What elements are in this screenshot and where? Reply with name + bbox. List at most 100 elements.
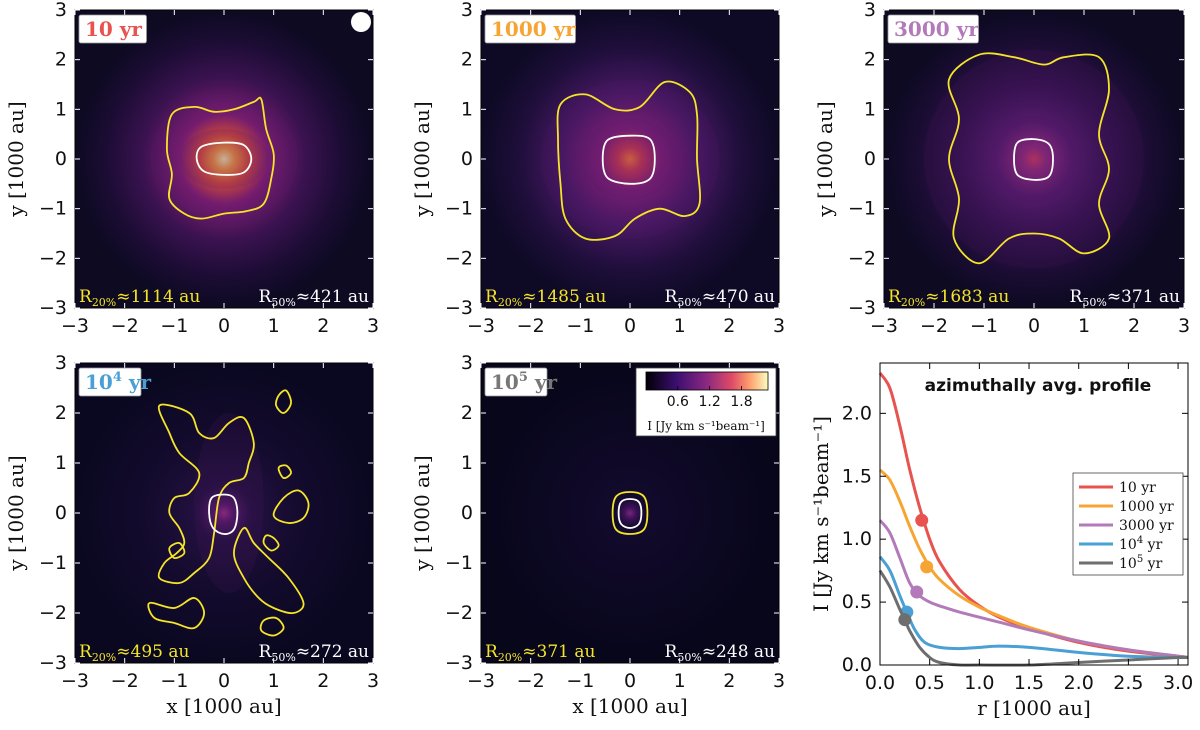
x-tick-label: 0	[218, 315, 230, 337]
x-tick-label: 1.0	[964, 672, 994, 694]
y-tick-label: −2	[445, 602, 473, 624]
panel-title-box	[78, 367, 142, 397]
y-tick-label: 3	[864, 0, 876, 21]
x-tick-label: 1.5	[1014, 672, 1044, 694]
series-marker-1	[915, 513, 929, 527]
y-tick-label: −2	[848, 247, 876, 269]
legend-entry: 3000 yr	[1119, 518, 1174, 534]
r20-label: R20%≈1683 au	[888, 287, 1009, 309]
x-tick-label: 0	[1028, 315, 1040, 337]
r50-label: R50%≈421 au	[259, 287, 369, 309]
y-tick-label: 0.0	[842, 654, 872, 676]
panel-title-box	[484, 367, 548, 397]
x-tick-label: 0.5	[915, 672, 945, 694]
map-panel-1: −3−3 −2 −2 −1 −1 0 0 1 1 2 2 3 3 y [1000 au] 10 yr R20%…	[4, 0, 379, 337]
x-tick-label: 1	[674, 670, 686, 692]
x-tick-label: −3	[467, 670, 495, 692]
panel-title: 3000 yr	[894, 17, 979, 41]
x-tick-label: −1	[970, 315, 998, 337]
y-tick-label: 0	[55, 148, 67, 170]
emission-structure	[989, 109, 1079, 209]
intensity-map	[481, 10, 779, 308]
colorbar: 0.6 1.2 1.8 I [Jy km s⁻¹beam⁻¹]	[635, 367, 777, 437]
y-tick-label: 3	[461, 0, 473, 21]
y-tick-label: 2	[461, 49, 473, 71]
r20-label: R20%≈1485 au	[485, 287, 606, 309]
x-tick-label: 3.0	[1163, 672, 1193, 694]
r20-contour	[147, 597, 206, 630]
panel-title-box	[887, 14, 979, 44]
plot-frame	[879, 362, 1189, 666]
r20-contour	[157, 403, 255, 585]
x-tick-label: −1	[160, 315, 188, 337]
x-tick-label: 2	[723, 315, 735, 337]
x-tick-label: −3	[870, 315, 898, 337]
r50-label: R50%≈470 au	[665, 287, 775, 309]
y-tick-label: −1	[39, 552, 67, 574]
r50-label: R50%≈248 au	[665, 642, 775, 664]
map-panel-3: −3−3 −2 −2 −1 −1 0 0 1 1 2 2 3 3 y [1000 au] 3000 yr R2…	[813, 0, 1190, 337]
y-axis-label: y [1000 au]	[410, 101, 434, 217]
x-tick-label: −3	[61, 315, 89, 337]
x-tick-label: 0	[624, 670, 636, 692]
y-tick-label: 0	[461, 148, 473, 170]
x-tick-label: −2	[517, 315, 545, 337]
y-tick-label: −3	[39, 297, 67, 319]
legend-entry: 1000 yr	[1119, 499, 1174, 515]
series-line-4	[878, 555, 1189, 660]
x-tick-label: 3	[367, 670, 379, 692]
y-tick-label: 2	[864, 49, 876, 71]
series-marker-3	[910, 585, 924, 599]
emission-structure	[580, 119, 680, 199]
r20-contour	[262, 534, 280, 552]
series-line-5	[878, 569, 1189, 667]
y-tick-label: 2	[55, 402, 67, 424]
r20-contour	[556, 80, 701, 241]
y-axis-label: y [1000 au]	[813, 101, 837, 217]
colorbar-tick-label: 1.2	[699, 394, 721, 410]
x-tick-label: −2	[920, 315, 948, 337]
r20-contour	[165, 96, 275, 220]
y-tick-label: 3	[55, 352, 67, 374]
x-tick-label: 2.0	[1064, 672, 1094, 694]
x-tick-label: 3	[773, 315, 785, 337]
panel-title: 1000 yr	[491, 17, 576, 41]
y-tick-label: −2	[39, 602, 67, 624]
map-panel-2: −3−3 −2 −2 −1 −1 0 0 1 1 2 2 3 3 y [1000 au] 1000 yr R2…	[410, 0, 785, 337]
series-marker-2	[920, 560, 934, 574]
y-tick-label: 2.0	[842, 402, 872, 424]
x-tick-label: −2	[111, 670, 139, 692]
y-tick-label: 0.5	[842, 591, 872, 613]
r20-contour	[947, 52, 1111, 265]
r20-contour	[277, 464, 292, 479]
x-tick-label: 2	[723, 670, 735, 692]
x-tick-label: −3	[61, 670, 89, 692]
y-axis-label: y [1000 au]	[410, 455, 434, 571]
y-tick-label: 0	[55, 502, 67, 524]
y-tick-label: 1	[461, 98, 473, 120]
r50-label: R50%≈371 au	[1070, 287, 1180, 309]
panel-title-box	[78, 14, 147, 44]
x-tick-label: 1	[268, 670, 280, 692]
x-tick-label: 3	[1178, 315, 1190, 337]
emission-structure	[149, 94, 299, 224]
r20-contour	[168, 541, 186, 560]
x-tick-label: −1	[566, 315, 594, 337]
x-tick-label: −2	[111, 315, 139, 337]
intensity-map	[884, 10, 1184, 308]
r50-contour	[208, 493, 239, 535]
series-line-3	[878, 519, 1189, 659]
y-tick-label: 3	[55, 0, 67, 21]
chart-title: azimuthally avg. profile	[925, 376, 1152, 396]
x-tick-label: 2	[317, 315, 329, 337]
y-tick-label: −3	[445, 652, 473, 674]
r20-contour	[275, 389, 292, 414]
x-axis-label: x [1000 au]	[572, 694, 687, 718]
x-axis-label: x [1000 au]	[166, 694, 281, 718]
x-tick-label: 2	[1128, 315, 1140, 337]
y-tick-label: −1	[848, 198, 876, 220]
emission-structure	[924, 49, 1144, 269]
r50-contour	[617, 498, 643, 529]
y-axis-label: I [Jy km s⁻¹beam⁻¹]	[809, 416, 833, 612]
y-tick-label: 1	[55, 98, 67, 120]
